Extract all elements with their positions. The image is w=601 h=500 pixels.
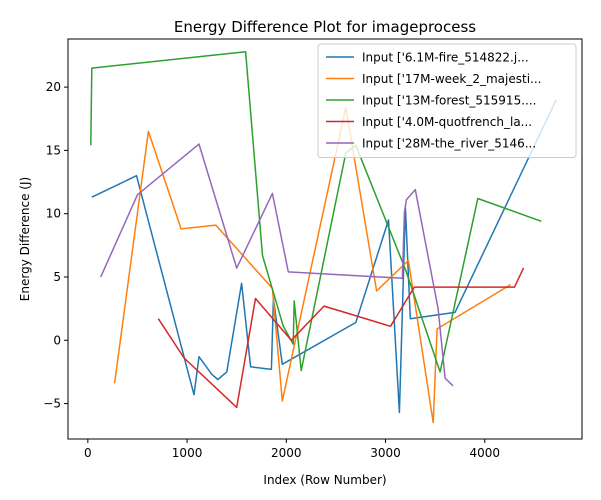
series-line-5	[100, 143, 454, 387]
legend-label-4: Input ['4.0M-quotfrench_la...	[362, 115, 532, 129]
plot-frame	[67, 38, 583, 440]
legend: Input ['6.1M-fire_514822.j... Input ['17M…	[317, 43, 577, 158]
series-line-2	[113, 106, 511, 424]
legend-label-1: Input ['6.1M-fire_514822.j...	[362, 51, 529, 65]
x-tick-label-1: 1000	[172, 446, 203, 460]
y-tick-label-2: 5	[53, 270, 61, 284]
legend-label-3: Input ['13M-forest_515915....	[362, 94, 536, 108]
y-axis: −5 0 5 10 15 20	[43, 80, 68, 411]
x-axis-label: Index (Row Number)	[263, 473, 386, 487]
legend-label-5: Input ['28M-the_river_5146...	[362, 137, 536, 151]
y-tick-label-5: 20	[46, 80, 61, 94]
series-lines	[90, 50, 557, 424]
series-line-4	[157, 267, 525, 409]
x-tick-label-4: 4000	[469, 446, 500, 460]
legend-label-2: Input ['17M-week_2_majesti...	[362, 72, 541, 86]
series-line-3	[90, 50, 542, 373]
y-axis-label: Energy Difference (J)	[18, 177, 32, 301]
chart-title: Energy Difference Plot for imageprocess	[174, 18, 476, 36]
x-tick-label-0: 0	[84, 446, 92, 460]
y-tick-label-3: 10	[46, 207, 61, 221]
legend-box	[317, 43, 577, 158]
y-tick-label-1: 0	[53, 333, 61, 347]
y-tick-label-0: −5	[43, 397, 61, 411]
x-tick-label-2: 2000	[271, 446, 302, 460]
y-tick-label-4: 15	[46, 143, 61, 157]
x-tick-label-3: 3000	[370, 446, 401, 460]
x-axis: 0 1000 2000 3000 4000	[84, 439, 500, 460]
